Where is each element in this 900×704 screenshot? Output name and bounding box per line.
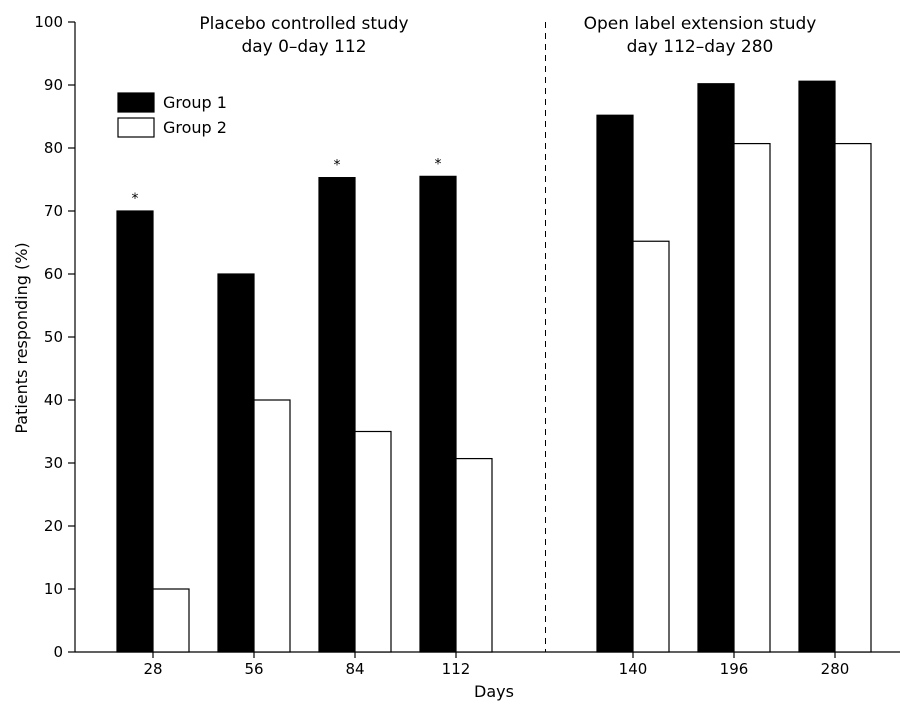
y-tick-label: 40 [44, 391, 63, 409]
y-axis-title: Patients responding (%) [12, 242, 31, 433]
group-1-bar [697, 83, 735, 653]
x-tick-label: 112 [442, 660, 471, 678]
group-1-bar [419, 175, 457, 653]
y-tick-label: 50 [44, 328, 63, 346]
x-tick-label: 196 [720, 660, 749, 678]
legend-label: Group 2 [163, 118, 227, 137]
legend: Group 1 Group 2 [117, 92, 227, 138]
group-2-bar [834, 142, 872, 653]
y-tick-label: 30 [44, 454, 63, 472]
group-1-bar [318, 177, 356, 653]
group-1-bar [798, 80, 836, 653]
section-title-line1: Placebo controlled study [199, 14, 408, 34]
significance-markers: * * * [132, 156, 442, 207]
group-1-bar [116, 210, 154, 653]
section-title-line2: day 112–day 280 [627, 37, 774, 57]
x-tick-label: 84 [345, 660, 364, 678]
group-2-bar [733, 142, 771, 653]
legend-swatch [117, 92, 155, 113]
significance-star: * [435, 156, 442, 172]
significance-star: * [132, 191, 139, 207]
x-tick-label: 28 [143, 660, 162, 678]
bars [116, 80, 872, 653]
significance-star: * [334, 158, 341, 174]
section-title-line2: day 0–day 112 [241, 37, 366, 57]
group-2-bar [253, 399, 291, 653]
x-tick-label: 280 [821, 660, 850, 678]
y-tick-label: 90 [44, 76, 63, 94]
x-tick-label: 140 [619, 660, 648, 678]
section-titles: Placebo controlled study day 0–day 112 Ope… [199, 14, 816, 57]
y-tick-label: 70 [44, 202, 63, 220]
legend-label: Group 1 [163, 93, 227, 112]
axes: 0 10 20 30 40 50 60 70 80 90 100 28 56 84 112 140 196 280 [34, 13, 900, 678]
y-tick-label: 80 [44, 139, 63, 157]
group-2-bar [152, 588, 190, 653]
x-tick-label: 56 [244, 660, 263, 678]
y-tick-label: 100 [34, 13, 63, 31]
y-tick-label: 0 [53, 643, 63, 661]
x-axis-title: Days [474, 682, 514, 701]
legend-swatch [117, 117, 155, 138]
section-title-line1: Open label extension study [584, 14, 817, 34]
y-tick-label: 10 [44, 580, 63, 598]
y-tick-label: 60 [44, 265, 63, 283]
y-tick-label: 20 [44, 517, 63, 535]
group-2-bar [354, 430, 392, 653]
group-2-bar [632, 240, 670, 653]
group-2-bar [455, 457, 493, 653]
group-1-bar [217, 273, 255, 653]
group-1-bar [596, 114, 634, 653]
